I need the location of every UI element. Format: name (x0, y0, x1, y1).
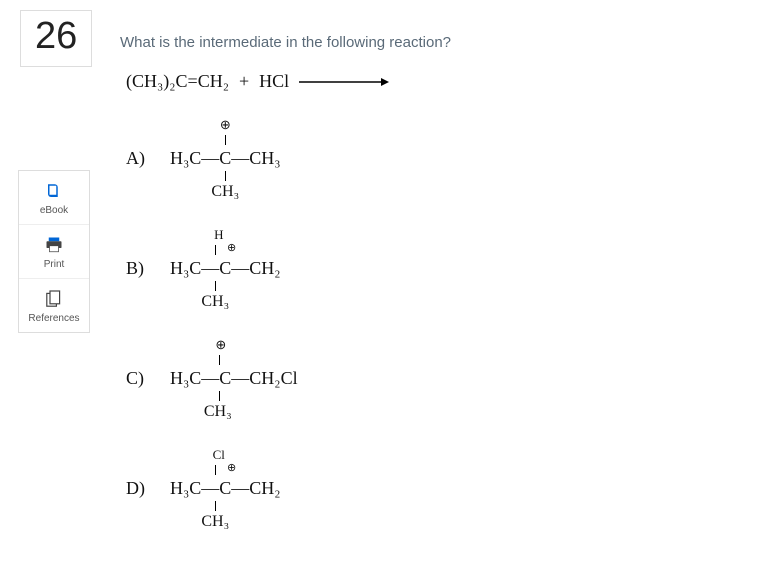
option-a[interactable]: A) ⊕ H₃C—C—CH₃ CH₃ (126, 116, 680, 200)
sidebar-item-references[interactable]: References (19, 279, 89, 332)
structure-bottom: CH₃ (211, 184, 239, 200)
structure-top: ⊕ (215, 338, 226, 351)
sidebar-item-ebook[interactable]: eBook (19, 171, 89, 225)
answer-options: A) ⊕ H₃C—C—CH₃ CH₃ B) H ⊕ H₃C—C—CH₂ CH₃ (126, 116, 680, 530)
question-number: 26 (20, 10, 92, 67)
structure-main: H₃C—C—CH₂ (170, 479, 281, 497)
sidebar-item-label: eBook (21, 205, 87, 216)
option-c[interactable]: C) ⊕ H₃C—C—CH₂Cl CH₃ (126, 336, 680, 420)
equation-reagent: HCl (259, 71, 289, 92)
chem-structure: H ⊕ H₃C—C—CH₂ CH₃ (170, 226, 281, 310)
option-label: B) (126, 258, 150, 279)
sidebar-item-label: Print (21, 259, 87, 270)
book-icon (21, 181, 87, 201)
sidebar-item-label: References (21, 313, 87, 324)
copy-icon (21, 289, 87, 309)
structure-main: H₃C—C—CH₃ (170, 149, 281, 167)
structure-bottom: CH₃ (201, 294, 229, 310)
equation-lhs: (CH₃)₂C=CH₂ (126, 71, 229, 92)
structure-bottom: CH₃ (204, 404, 232, 420)
option-d[interactable]: D) Cl ⊕ H₃C—C—CH₂ CH₃ (126, 446, 680, 530)
structure-charge: ⊕ (227, 243, 236, 254)
structure-main: H₃C—C—CH₂ (170, 259, 281, 277)
question-content: What is the intermediate in the followin… (120, 34, 680, 556)
structure-top: H (214, 228, 223, 241)
sidebar: eBook Print References (18, 170, 90, 333)
option-label: C) (126, 368, 150, 389)
structure-top: Cl (213, 448, 225, 461)
reaction-equation: (CH₃)₂C=CH₂ + HCl (126, 71, 680, 92)
chem-structure: ⊕ H₃C—C—CH₂Cl CH₃ (170, 336, 298, 420)
structure-charge: ⊕ (227, 463, 236, 474)
arrow-icon (299, 76, 389, 88)
option-label: A) (126, 148, 150, 169)
chem-structure: ⊕ H₃C—C—CH₃ CH₃ (170, 116, 281, 200)
question-text: What is the intermediate in the followin… (120, 34, 680, 51)
sidebar-item-print[interactable]: Print (19, 225, 89, 279)
option-label: D) (126, 478, 150, 499)
structure-bottom: CH₃ (201, 514, 229, 530)
equation-plus: + (239, 71, 249, 92)
structure-top: ⊕ (220, 118, 231, 131)
chem-structure: Cl ⊕ H₃C—C—CH₂ CH₃ (170, 446, 281, 530)
structure-main: H₃C—C—CH₂Cl (170, 369, 298, 387)
printer-icon (21, 235, 87, 255)
option-b[interactable]: B) H ⊕ H₃C—C—CH₂ CH₃ (126, 226, 680, 310)
